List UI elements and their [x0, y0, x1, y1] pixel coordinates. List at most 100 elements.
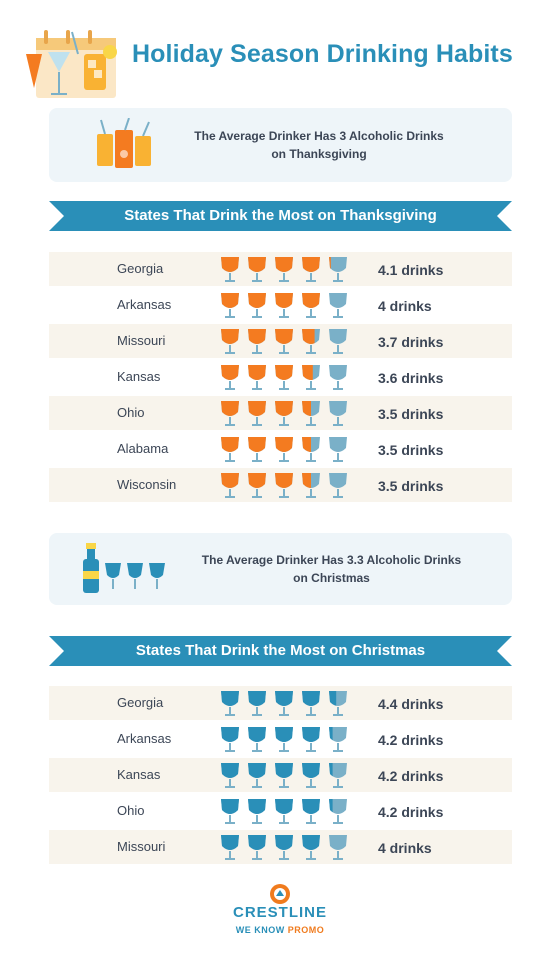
chart-row: Kansas 3.6 drinks [49, 360, 512, 394]
cocktail-glasses-icon [97, 118, 151, 168]
glass-mark [248, 763, 266, 788]
glass-mark [275, 727, 293, 752]
state-label: Wisconsin [117, 477, 177, 492]
christmas-chart-title: States That Drink the Most on Christmas [135, 642, 426, 659]
glass-mark [275, 799, 293, 824]
glass-mark [275, 293, 293, 318]
page-title: Holiday Season Drinking Habits [132, 40, 513, 68]
glass-mark [221, 763, 239, 788]
glass-mark [302, 365, 320, 390]
glass-mark [275, 401, 293, 426]
chart-row: Wisconsin 3.5 drinks [49, 468, 512, 502]
value-label: 3.6 drinks [378, 370, 444, 386]
champagne-bottle-icon [83, 543, 165, 593]
christmas-stat-line1: The Average Drinker Has 3.3 Alcoholic Dr… [201, 553, 462, 567]
glass-bar [221, 401, 347, 426]
glass-bar [221, 329, 347, 354]
glass-mark [221, 401, 239, 426]
value-label: 4.2 drinks [378, 768, 444, 784]
glass-mark [302, 401, 320, 426]
state-label: Missouri [117, 839, 166, 854]
glass-mark [329, 293, 347, 318]
chart-row: Georgia 4.1 drinks [49, 252, 512, 286]
glass-mark [329, 473, 347, 498]
glass-mark [221, 835, 239, 860]
glass-mark [302, 691, 320, 716]
state-label: Alabama [117, 441, 169, 456]
holiday-drinks-icon [26, 30, 117, 98]
glass-bar [221, 763, 347, 788]
glass-mark [329, 401, 347, 426]
glass-mark [221, 691, 239, 716]
chart-row: Alabama 3.5 drinks [49, 432, 512, 466]
value-label: 3.5 drinks [378, 478, 444, 494]
glass-bar [221, 835, 347, 860]
value-label: 3.7 drinks [378, 334, 444, 350]
state-label: Kansas [117, 369, 161, 384]
glass-mark [329, 257, 347, 282]
chart-row: Arkansas 4 drinks [49, 288, 512, 322]
glass-mark [302, 257, 320, 282]
glass-mark [221, 473, 239, 498]
glass-mark [221, 799, 239, 824]
glass-mark [302, 727, 320, 752]
chart-row: Arkansas 4.2 drinks [49, 722, 512, 756]
glass-mark [302, 835, 320, 860]
glass-mark [275, 835, 293, 860]
glass-mark [248, 835, 266, 860]
glass-bar [221, 257, 347, 282]
glass-mark [221, 365, 239, 390]
glass-mark [221, 257, 239, 282]
state-label: Georgia [117, 695, 164, 710]
state-label: Kansas [117, 767, 161, 782]
glass-mark [275, 365, 293, 390]
glass-bar [221, 727, 347, 752]
glass-mark [221, 437, 239, 462]
glass-mark [248, 437, 266, 462]
brand-tagline: WE KNOW PROMO [0, 925, 560, 935]
chart-row: Ohio 3.5 drinks [49, 396, 512, 430]
glass-mark [221, 329, 239, 354]
christmas-stat-line2: on Christmas [293, 571, 370, 585]
thanksgiving-chart-title: States That Drink the Most on Thanksgivi… [124, 207, 437, 224]
thanksgiving-stat-line1: The Average Drinker Has 3 Alcoholic Drin… [194, 129, 444, 143]
glass-mark [248, 257, 266, 282]
glass-mark [275, 691, 293, 716]
glass-mark [329, 329, 347, 354]
state-label: Ohio [117, 803, 145, 818]
glass-mark [302, 329, 320, 354]
glass-mark [275, 437, 293, 462]
christmas-stat-box: The Average Drinker Has 3.3 Alcoholic Dr… [49, 533, 512, 605]
glass-mark [248, 329, 266, 354]
glass-mark [275, 257, 293, 282]
state-label: Missouri [117, 333, 166, 348]
chart-row: Missouri 4 drinks [49, 830, 512, 864]
glass-mark [302, 473, 320, 498]
glass-mark [248, 691, 266, 716]
glass-mark [275, 763, 293, 788]
value-label: 3.5 drinks [378, 442, 444, 458]
thanksgiving-stat-line2: on Thanksgiving [271, 147, 367, 161]
glass-mark [329, 763, 347, 788]
chart-row: Georgia 4.4 drinks [49, 686, 512, 720]
brand-tagline-part2: PROMO [287, 925, 325, 935]
glass-mark [302, 437, 320, 462]
value-label: 4 drinks [378, 298, 432, 314]
glass-mark [275, 473, 293, 498]
glass-mark [221, 293, 239, 318]
glass-mark [221, 727, 239, 752]
glass-mark [248, 293, 266, 318]
state-label: Ohio [117, 405, 145, 420]
glass-bar [221, 437, 347, 462]
glass-mark [248, 473, 266, 498]
christmas-banner: States That Drink the Most on Christmas [49, 636, 512, 666]
glass-mark [248, 727, 266, 752]
chart-row: Missouri 3.7 drinks [49, 324, 512, 358]
glass-bar [221, 799, 347, 824]
brand-name: CRESTLINE [232, 904, 327, 921]
glass-mark [275, 329, 293, 354]
state-label: Arkansas [117, 731, 172, 746]
glass-bar [221, 473, 347, 498]
glass-mark [329, 365, 347, 390]
thanksgiving-banner: States That Drink the Most on Thanksgivi… [49, 201, 512, 231]
